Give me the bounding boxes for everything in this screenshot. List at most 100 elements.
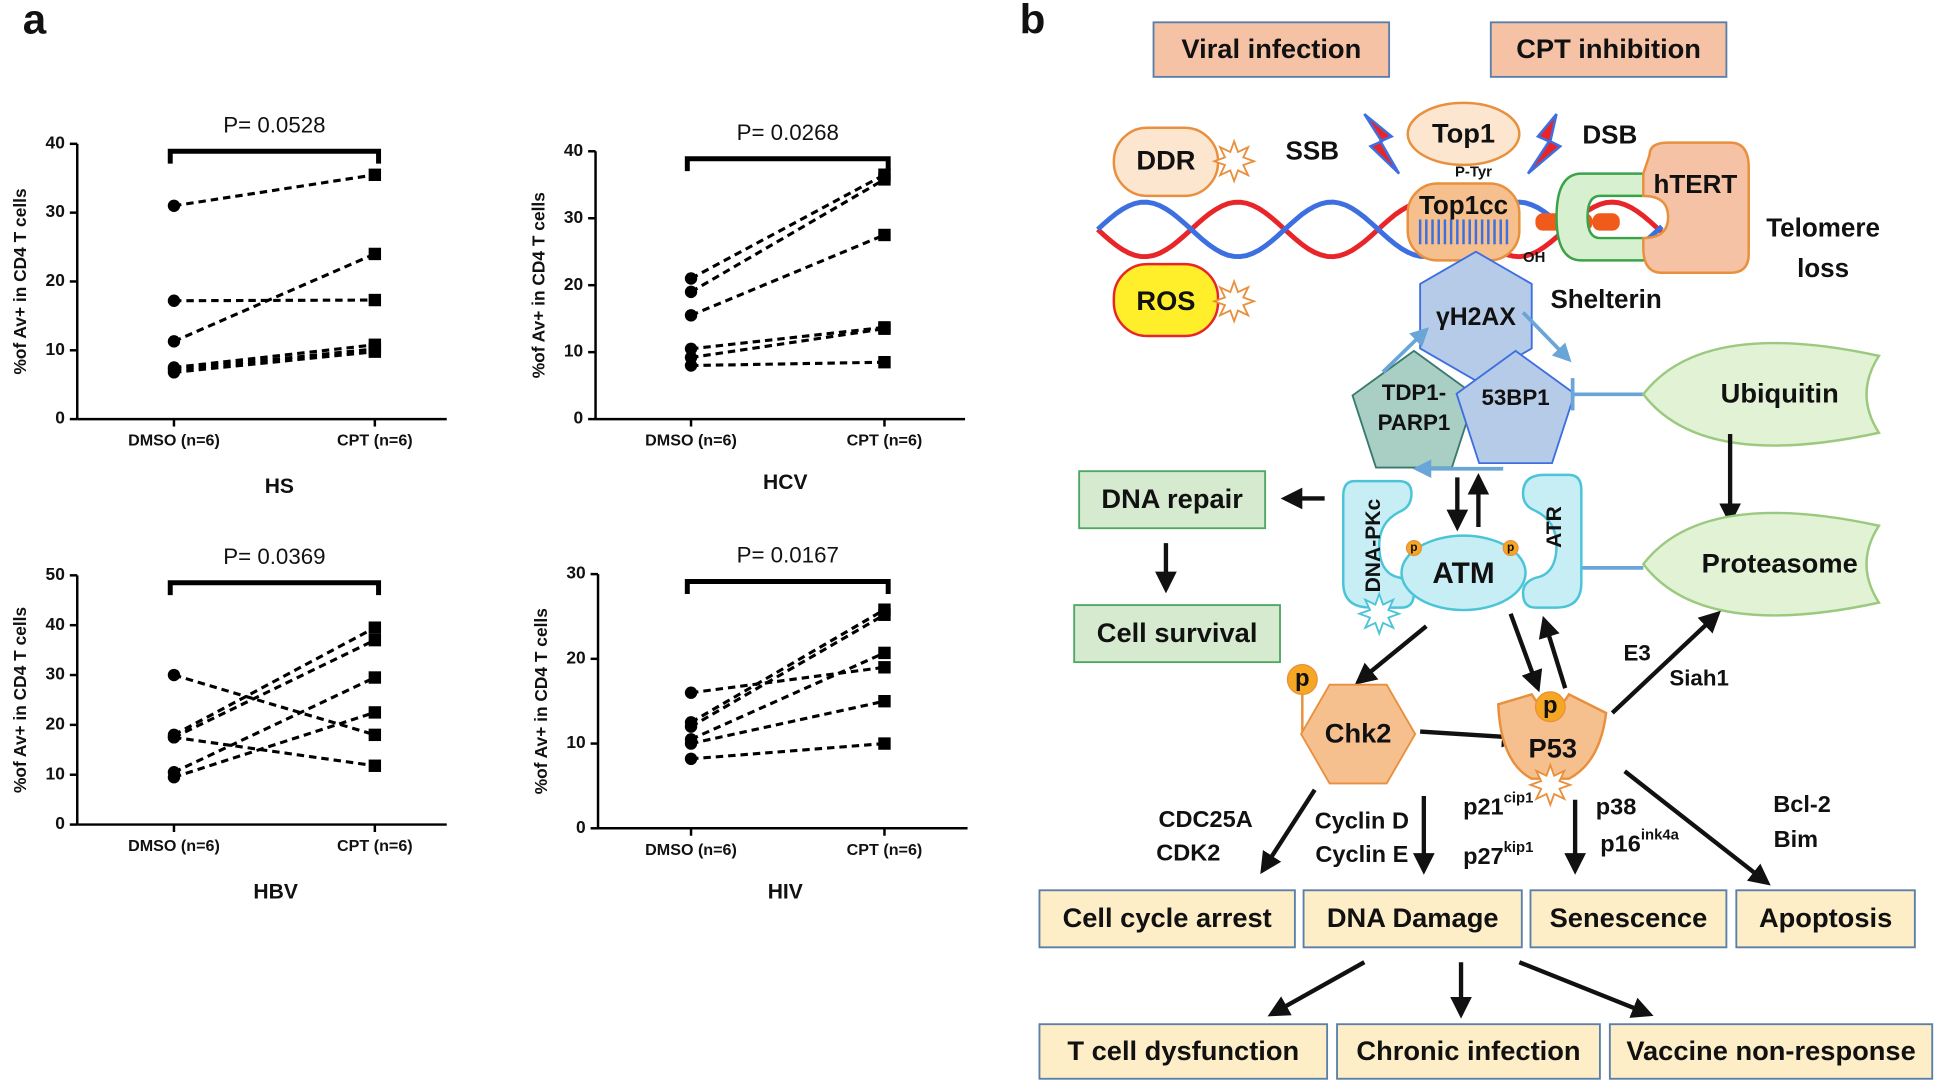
diagram-label: E3 (1623, 641, 1650, 666)
diagram-label: ROS (1136, 285, 1195, 316)
lightning (1363, 113, 1401, 175)
lightning (1526, 113, 1563, 175)
phospho-dot (1534, 691, 1566, 723)
dmso-point (167, 294, 181, 307)
burst (1211, 278, 1257, 324)
diagram-label: DNA-PKc (1362, 498, 1385, 592)
cpt-point (368, 706, 382, 719)
y-tick-label: 40 (564, 140, 583, 160)
chart-title: HBV (253, 880, 297, 903)
dmso-point (684, 752, 698, 766)
significance-bracket (167, 580, 382, 596)
y-axis-label: %of Av+ in CD4 T cells (10, 607, 30, 793)
diagram-label: Apoptosis (1759, 902, 1892, 933)
cpt-point (368, 293, 382, 307)
burst (1211, 138, 1257, 184)
diagram-label: Cyclin D (1315, 807, 1409, 833)
paired-line (173, 735, 376, 768)
paired-line (173, 173, 376, 208)
dmso-point (167, 366, 181, 379)
y-tick-label: 30 (566, 563, 585, 583)
cpt-point (878, 661, 891, 674)
diagram-label: DNA repair (1101, 483, 1243, 514)
x-tick-label: DMSO (n=6) (128, 837, 220, 855)
y-tick-label: 10 (564, 341, 583, 361)
cpt-point (368, 633, 382, 647)
diagram-box (1529, 889, 1728, 949)
telomere-bar (1592, 213, 1620, 231)
paired-line (690, 665, 885, 695)
diagram-label: hTERT (1653, 169, 1737, 199)
diagram-label: CPT inhibition (1516, 33, 1701, 64)
diagram-label: p27kip1 (1463, 840, 1533, 869)
panel-label: a (23, 0, 47, 42)
diagram-box (1735, 889, 1916, 949)
dmso-point (684, 359, 698, 372)
arrow (1508, 613, 1543, 693)
y-axis-label: %of Av+ in CD4 T cells (10, 188, 30, 374)
diagram-label: Cell survival (1097, 617, 1258, 648)
cpt-point (368, 671, 382, 684)
p-value: P= 0.0167 (737, 543, 839, 568)
paired-line (690, 233, 886, 317)
chart-title: HCV (763, 471, 807, 494)
paired-line (173, 343, 376, 370)
diagram-label: TDP1- (1382, 380, 1446, 405)
diagram-box (1489, 21, 1728, 78)
cpt-point (878, 228, 891, 242)
x-tick-label: CPT (n=6) (337, 432, 413, 450)
diagram-label: Senescence (1550, 902, 1708, 933)
arrow (1521, 311, 1572, 363)
diagram-box (1302, 889, 1523, 949)
leaf-shape (1641, 511, 1881, 617)
diagram-label: Vaccine non-response (1626, 1035, 1915, 1066)
y-tick-label: 0 (573, 408, 583, 428)
cpt-point (878, 646, 891, 660)
dmso-point (167, 771, 181, 784)
cpt-point (368, 728, 382, 742)
diagram-label: p (1507, 540, 1514, 554)
p-value: P= 0.0528 (223, 112, 325, 137)
paired-line (173, 626, 376, 737)
x-tick-label: CPT (n=6) (847, 432, 923, 450)
diagram-label: Shelterin (1550, 284, 1661, 314)
label-base: p27 (1463, 843, 1504, 869)
htert-shape (1642, 141, 1750, 275)
paired-line (690, 173, 886, 280)
p-value: P= 0.0268 (737, 120, 839, 145)
diagram-label: Ubiquitin (1721, 378, 1839, 409)
y-tick-label: 40 (46, 132, 65, 152)
diagram-box (1078, 470, 1267, 530)
x-tick-label: DMSO (n=6) (645, 432, 737, 450)
cpt-point (878, 608, 891, 621)
chk2-hexagon (1300, 683, 1417, 785)
label-base: p21 (1463, 794, 1504, 820)
diagram-label: Viral infection (1181, 33, 1361, 64)
top1-shape (1406, 101, 1521, 167)
arrow (1518, 960, 1654, 1018)
cpt-point (368, 759, 382, 772)
chart-title: HS (265, 475, 294, 498)
diagram-label: PARP1 (1378, 410, 1451, 435)
dmso-point (684, 309, 698, 322)
diagram-box (1038, 1023, 1329, 1080)
cpt-point (878, 737, 891, 750)
diagram-label: Proteasome (1702, 548, 1858, 579)
burst (1356, 591, 1402, 637)
diagram-label: OH (1523, 250, 1545, 266)
panel-label: b (1020, 0, 1046, 42)
arrow (1354, 624, 1428, 685)
dmso-point (684, 285, 698, 299)
burst (1527, 762, 1573, 808)
label-sup: ink4a (1641, 828, 1680, 844)
y-tick-label: 0 (55, 813, 65, 833)
bp53-pentagon (1455, 349, 1576, 465)
paired-line (690, 742, 885, 761)
y-tick-label: 30 (46, 664, 65, 684)
dmso-point (684, 272, 698, 285)
diagram-box (1152, 21, 1391, 78)
diagram-label: ATM (1432, 557, 1494, 590)
diagram-label: P-Tyr (1455, 164, 1492, 180)
label-sup: kip1 (1504, 840, 1534, 856)
